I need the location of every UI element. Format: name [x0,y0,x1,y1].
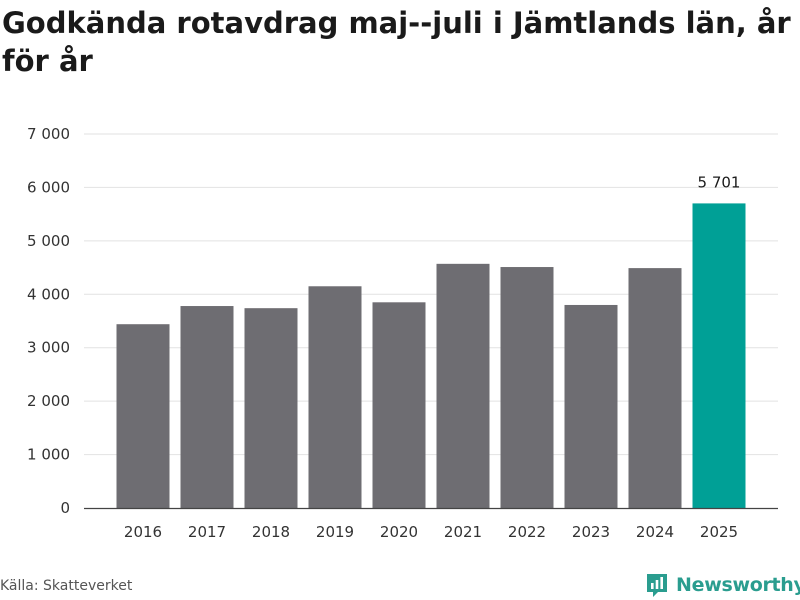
x-tick-label: 2016 [124,523,162,541]
x-tick-label: 2024 [636,523,674,541]
bar-2021 [436,263,490,508]
y-tick-label: 0 [60,499,70,517]
newsworthy-logo-text: Newsworthy [676,574,800,596]
y-axis-tick-labels: 0 1 000 2 000 3 000 4 000 5 000 6 000 7 000 [27,125,70,517]
bar-2024 [628,268,682,508]
y-tick-label: 4 000 [27,285,70,303]
bar-2017 [180,306,234,508]
bar-2019 [308,286,362,508]
x-tick-label: 2017 [188,523,226,541]
bar-2022 [500,267,554,508]
x-axis-tick-labels: 2016 2017 2018 2019 2020 2021 2022 2023 2024 2025 [124,523,738,541]
x-tick-label: 2025 [700,523,738,541]
bar-2023 [564,304,618,508]
x-tick-label: 2018 [252,523,290,541]
bars [116,203,746,508]
newsworthy-logo-icon [647,573,667,597]
newsworthy-logo: Newsworthy [645,570,800,600]
bar-2020 [372,302,426,508]
bar-2018 [244,308,298,508]
x-tick-label: 2019 [316,523,354,541]
chart-title: Godkända rotavdrag maj--juli i Jämtlands… [2,6,791,78]
x-tick-label: 2023 [572,523,610,541]
x-tick-label: 2022 [508,523,546,541]
y-tick-label: 6 000 [27,178,70,196]
y-tick-label: 1 000 [27,446,70,464]
data-labels: 5 701 [698,173,741,191]
x-tick-label: 2021 [444,523,482,541]
data-label: 5 701 [698,173,741,191]
bar-2025 [692,203,746,508]
x-tick-label: 2020 [380,523,418,541]
y-tick-label: 5 000 [27,232,70,250]
y-tick-label: 3 000 [27,339,70,357]
y-tick-label: 7 000 [27,125,70,143]
bar-2016 [116,324,170,508]
y-tick-label: 2 000 [27,392,70,410]
source-note: Källa: Skatteverket [0,578,133,594]
